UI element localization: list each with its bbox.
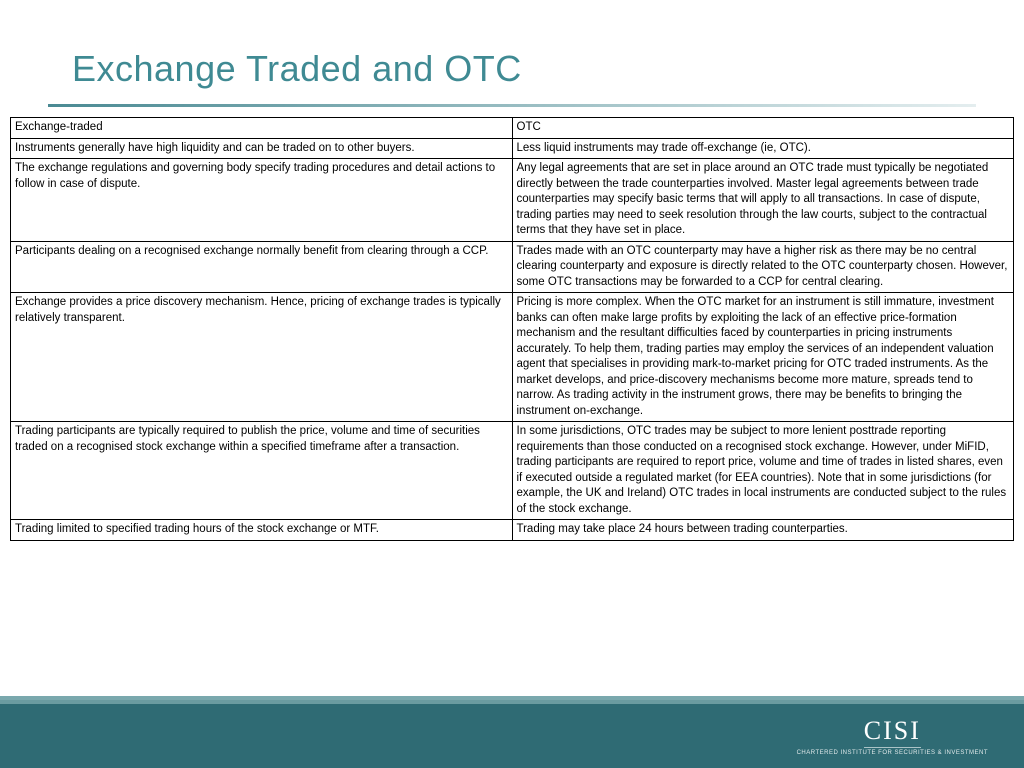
footer: CISI CHARTERED INSTITUTE FOR SECURITIES …	[0, 696, 1024, 768]
table-container: Exchange-tradedOTCInstruments generally …	[0, 117, 1024, 768]
table-cell: Any legal agreements that are set in pla…	[512, 159, 1014, 242]
table-cell: Less liquid instruments may trade off-ex…	[512, 138, 1014, 159]
footer-bar: CISI CHARTERED INSTITUTE FOR SECURITIES …	[0, 704, 1024, 768]
logo-text: CISI	[864, 716, 921, 748]
table-row: Instruments generally have high liquidit…	[11, 138, 1014, 159]
footer-accent-stripe	[0, 696, 1024, 704]
logo-subtext: CHARTERED INSTITUTE FOR SECURITIES & INV…	[797, 750, 988, 756]
comparison-table: Exchange-tradedOTCInstruments generally …	[10, 117, 1014, 541]
table-cell: Trading participants are typically requi…	[11, 422, 513, 520]
table-row: Trading participants are typically requi…	[11, 422, 1014, 520]
table-row: Trading limited to specified trading hou…	[11, 520, 1014, 541]
table-cell: Instruments generally have high liquidit…	[11, 138, 513, 159]
table-row: The exchange regulations and governing b…	[11, 159, 1014, 242]
table-cell: Pricing is more complex. When the OTC ma…	[512, 293, 1014, 422]
title-underline	[48, 104, 976, 107]
page-title: Exchange Traded and OTC	[0, 0, 1024, 98]
table-cell: Trading may take place 24 hours between …	[512, 520, 1014, 541]
table-cell: The exchange regulations and governing b…	[11, 159, 513, 242]
table-cell: Trades made with an OTC counterparty may…	[512, 241, 1014, 293]
table-header-cell: Exchange-traded	[11, 118, 513, 139]
slide: Exchange Traded and OTC Exchange-tradedO…	[0, 0, 1024, 768]
table-row: Exchange provides a price discovery mech…	[11, 293, 1014, 422]
table-cell: Participants dealing on a recognised exc…	[11, 241, 513, 293]
table-cell: Exchange provides a price discovery mech…	[11, 293, 513, 422]
table-cell: In some jurisdictions, OTC trades may be…	[512, 422, 1014, 520]
logo: CISI CHARTERED INSTITUTE FOR SECURITIES …	[797, 716, 988, 756]
table-row: Participants dealing on a recognised exc…	[11, 241, 1014, 293]
table-cell: Trading limited to specified trading hou…	[11, 520, 513, 541]
table-header-cell: OTC	[512, 118, 1014, 139]
table-header-row: Exchange-tradedOTC	[11, 118, 1014, 139]
